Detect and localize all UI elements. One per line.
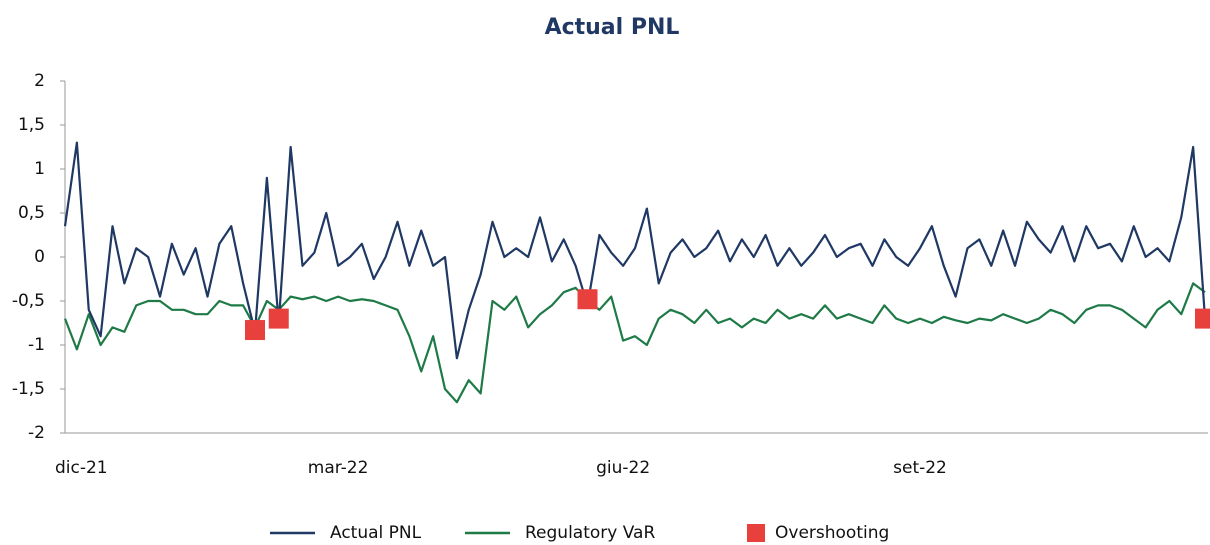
overshoot-marker <box>245 320 265 341</box>
series-line <box>63 282 1206 404</box>
overshoot-marker <box>1195 308 1210 329</box>
y-tick-label: 2 <box>34 71 45 91</box>
y-tick-label: -1,5 <box>12 379 45 399</box>
legend-label: Actual PNL <box>330 523 422 543</box>
x-tick-label: set-22 <box>893 458 947 478</box>
y-tick-label: -1 <box>28 335 45 355</box>
chart-title: Actual PNL <box>545 15 680 40</box>
y-tick-label: 0,5 <box>18 203 45 223</box>
x-tick-label: dic-21 <box>55 458 108 478</box>
y-tick-label: 1 <box>34 159 45 179</box>
y-tick-label: -0,5 <box>12 291 45 311</box>
series-line <box>63 141 1207 360</box>
x-tick-label: mar-22 <box>308 458 369 478</box>
legend-label: Regulatory VaR <box>525 523 655 543</box>
overshoot-marker <box>268 308 289 329</box>
legend-swatch <box>747 524 765 542</box>
y-tick-label: -2 <box>28 423 45 443</box>
x-tick-label: giu-22 <box>596 458 650 478</box>
legend-label: Overshooting <box>775 523 889 543</box>
overshoot-marker <box>577 289 598 310</box>
y-tick-label: 1,5 <box>18 115 45 135</box>
y-tick-label: 0 <box>34 247 45 267</box>
